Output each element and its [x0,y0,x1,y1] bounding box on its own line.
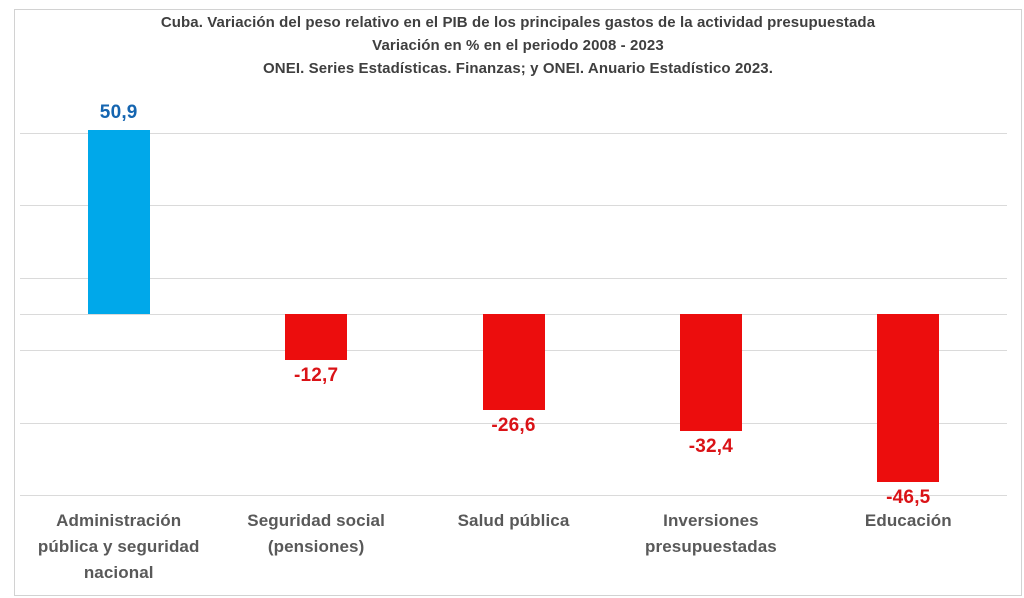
category-cell-2: Seguridad social (pensiones) [217,508,414,586]
category-cell-1: Administración pública y seguridad nacio… [20,508,217,586]
value-label-4: -32,4 [688,436,734,458]
bar-1 [87,129,150,314]
value-label-3: -26,6 [491,415,536,437]
gridline-50 [20,133,1007,134]
value-label-1: 50,9 [99,101,138,123]
category-label-2: Seguridad social (pensiones) [247,511,385,556]
category-label-4: Inversiones presupuestadas [645,511,777,556]
value-label-5: -46,5 [886,487,931,509]
bar-2 [285,314,348,360]
gridline--30 [20,422,1007,424]
bar-5 [877,314,940,483]
bar-3 [482,314,545,411]
chart-source: ONEI. Series Estadísticas. Finanzas; y O… [263,60,773,77]
chart-header: Cuba. Variación del peso relativo en el … [14,11,1022,80]
category-label-5: Educación [864,511,952,530]
gridline-30 [20,205,1007,207]
category-label-3: Salud pública [457,511,570,530]
category-cell-3: Salud pública [415,508,612,586]
plot-area: 50,9 -12,7 -26,6 -32,4 -46,5 [20,95,1007,515]
category-cell-5: Educación [810,508,1007,586]
gridline--50 [20,495,1007,496]
value-label-2: -12,7 [293,364,339,386]
category-cell-4: Inversiones presupuestadas [612,508,809,586]
category-label-1: Administración pública y seguridad nacio… [37,511,200,582]
chart-title: Cuba. Variación del peso relativo en el … [160,14,876,31]
category-axis: Administración pública y seguridad nacio… [20,508,1007,586]
chart-subtitle: Variación en % en el periodo 2008 - 2023 [372,37,664,54]
chart-frame [14,9,1022,596]
gridline-10 [20,277,1007,279]
bar-4 [679,314,742,432]
